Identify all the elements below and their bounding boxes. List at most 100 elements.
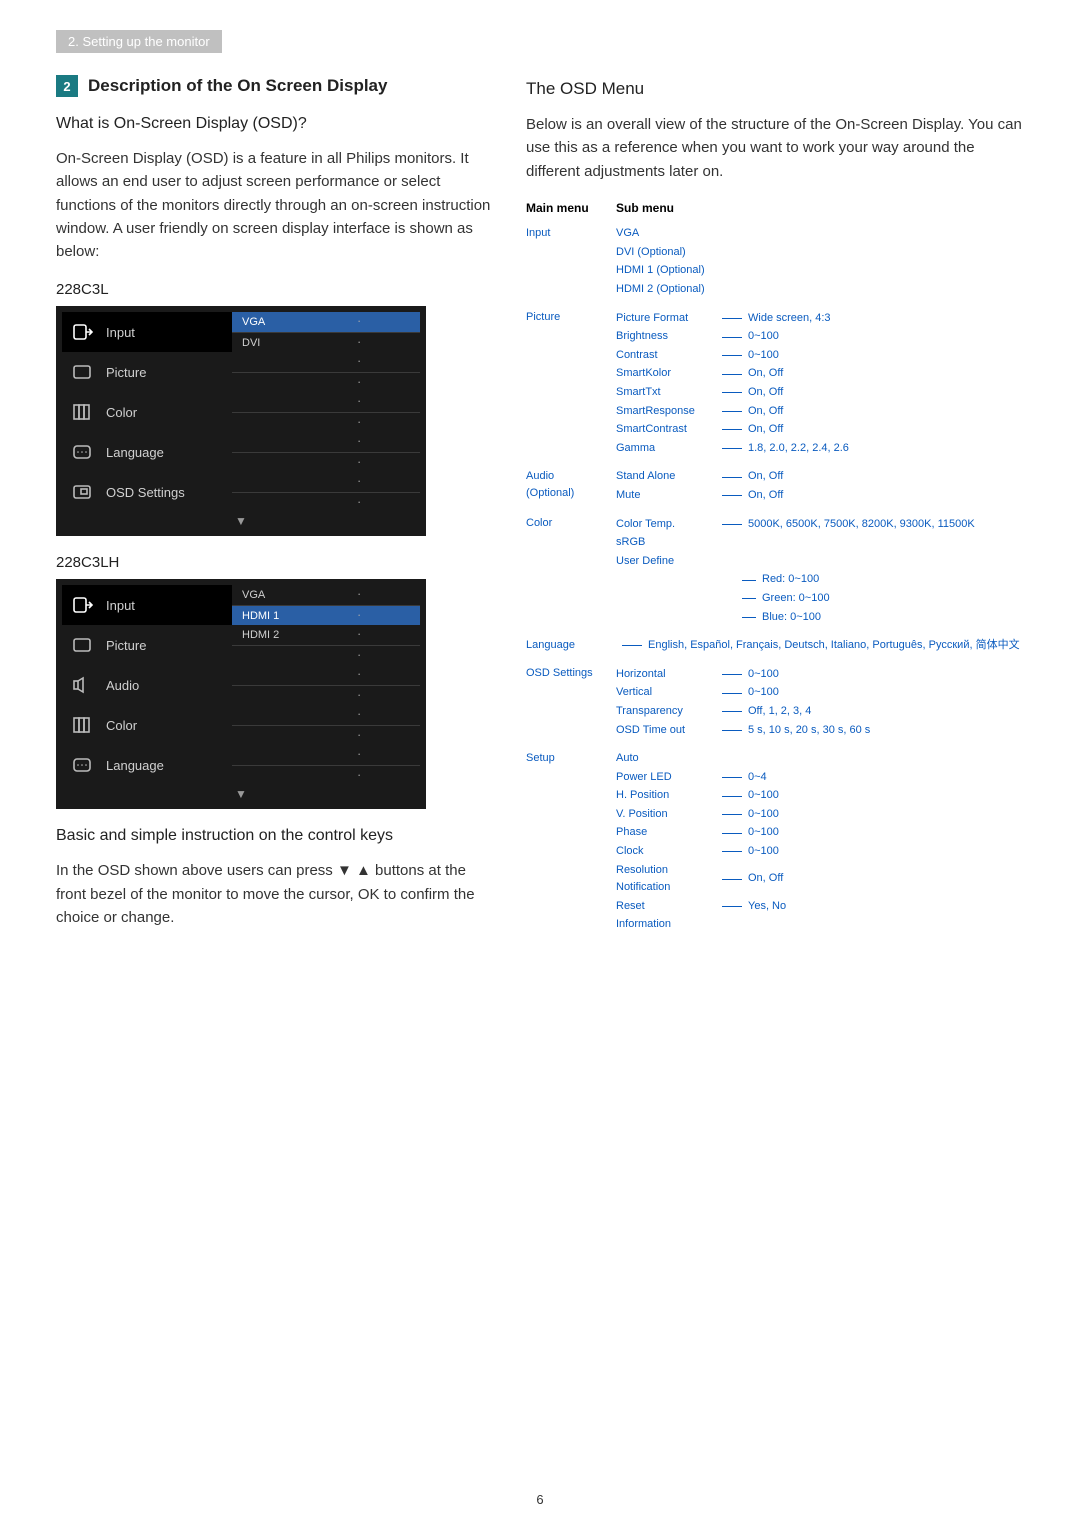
- osd-submenu-item: DVI: [232, 333, 420, 353]
- tree-group: SetupAutoPower LED0~4H. Position0~100V. …: [526, 750, 1024, 935]
- tree-sub-row: DVI (Optional): [616, 243, 1024, 262]
- osd-menu-item: Color: [62, 392, 232, 432]
- down-arrow-icon: ▼: [337, 862, 352, 879]
- osd-menu-label: OSD Settings: [106, 485, 185, 500]
- tree-sub-label: Gamma: [616, 440, 716, 458]
- tree-sub-text: English, Español, Français, Deutsch, Ita…: [616, 637, 1024, 656]
- tree-sub-row: Phase0~100: [616, 824, 1024, 843]
- tree-sub-value: 0~100: [748, 328, 779, 346]
- basic-instruction-heading: Basic and simple instruction on the cont…: [56, 827, 496, 845]
- osd-submenu-item: [232, 665, 420, 686]
- tree-group: ColorColor Temp.5000K, 6500K, 7500K, 820…: [526, 515, 1024, 627]
- tree-sub-row: Horizontal0~100: [616, 665, 1024, 684]
- osd-menu-item: OSD Settings: [62, 472, 232, 512]
- tree-sub-label: OSD Time out: [616, 722, 716, 740]
- tree-sub-label: DVI (Optional): [616, 244, 716, 262]
- tree-sub-row: Clock 0~100: [616, 843, 1024, 862]
- tree-sub-row: Vertical0~100: [616, 684, 1024, 703]
- tree-nested-row: Red: 0~100: [616, 571, 1024, 590]
- up-arrow-icon: ▲: [356, 862, 371, 879]
- tree-sub-value: On, Off: [748, 487, 783, 505]
- tree-sub-label: SmartResponse: [616, 403, 716, 421]
- tree-sub-label: Clock: [616, 843, 716, 861]
- tree-sub-row: User Define: [616, 552, 1024, 571]
- tree-sub-label: HDMI 2 (Optional): [616, 281, 716, 299]
- osd-submenu-item: [232, 705, 420, 726]
- osd-menu-row: InputVGAHDMI 1: [62, 585, 420, 625]
- osd-menu-row: Picture: [62, 352, 420, 392]
- input-icon: [68, 318, 96, 346]
- osd-submenu-item: HDMI 2: [232, 625, 420, 646]
- osd-submenu-item: VGA: [232, 585, 420, 606]
- audio-icon: [68, 671, 96, 699]
- tree-sub-row: Resolution Notification On, Off: [616, 861, 1024, 897]
- tree-sub-value: 0~100: [748, 347, 779, 365]
- tree-main-label: Input: [526, 225, 616, 243]
- osd-menu-item: Language: [62, 745, 232, 785]
- tree-sub-label: Auto: [616, 750, 716, 768]
- osd-submenu-item: [232, 432, 420, 453]
- tree-sub-value: On, Off: [748, 468, 783, 486]
- tree-sub-label: Picture Format: [616, 310, 716, 328]
- osd-menu-label: Color: [106, 718, 137, 733]
- tree-sub-value: 0~100: [748, 843, 779, 861]
- osd-tree: InputVGADVI (Optional)HDMI 1 (Optional)H…: [526, 225, 1024, 935]
- osd-icon: [68, 478, 96, 506]
- tree-sub-label: Resolution Notification: [616, 862, 716, 897]
- osd-menu-item: Picture: [62, 625, 232, 665]
- osd-menu-body: Below is an overall view of the structur…: [526, 113, 1024, 183]
- tree-sub-label: VGA: [616, 225, 716, 243]
- osd-menu-heading: The OSD Menu: [526, 79, 1024, 99]
- tree-sub-value: 0~100: [748, 684, 779, 702]
- tree-sub-label: Transparency: [616, 703, 716, 721]
- input-icon: [68, 591, 96, 619]
- osd-menu-item: Color: [62, 705, 232, 745]
- osd-submenu-item: [232, 686, 420, 706]
- tree-sub-row: HDMI 2 (Optional): [616, 281, 1024, 300]
- basic-instruction-body: In the OSD shown above users can press ▼…: [56, 859, 496, 929]
- picture-icon: [68, 358, 96, 386]
- tree-sub-value: On, Off: [748, 403, 783, 421]
- osd-submenu-item: [232, 726, 420, 746]
- tree-sub-label: sRGB: [616, 534, 716, 552]
- tree-sub-row: OSD Time out5 s, 10 s, 20 s, 30 s, 60 s: [616, 721, 1024, 740]
- tree-group: OSD SettingsHorizontal0~100Vertical0~100…: [526, 665, 1024, 739]
- osd-submenu-item: [232, 493, 420, 513]
- tree-sub-value: Off, 1, 2, 3, 4: [748, 703, 811, 721]
- tree-sub-label: Horizontal: [616, 666, 716, 684]
- osd-menu-label: Input: [106, 598, 135, 613]
- language-icon: [68, 751, 96, 779]
- osd-menu-item: Input: [62, 312, 232, 352]
- tree-sub-value: On, Off: [748, 870, 783, 888]
- tree-sub-row: SmartResponse On, Off: [616, 402, 1024, 421]
- osd-menu-row: Language: [62, 432, 420, 472]
- section-number-badge: 2: [56, 75, 78, 97]
- tree-sub-row: SmartContrast On, Off: [616, 421, 1024, 440]
- tree-sub-row: sRGB: [616, 534, 1024, 553]
- tree-group: InputVGADVI (Optional)HDMI 1 (Optional)H…: [526, 225, 1024, 299]
- osd-menu-row: Color: [62, 392, 420, 432]
- tree-nested-row: Green: 0~100: [616, 589, 1024, 608]
- tree-sub-label: Mute: [616, 487, 716, 505]
- tree-main-label: Language: [526, 637, 616, 655]
- tree-sub-label: SmartContrast: [616, 421, 716, 439]
- tree-group: PicturePicture FormatWide screen, 4:3Bri…: [526, 309, 1024, 458]
- tree-sub-value: 5000K, 6500K, 7500K, 8200K, 9300K, 11500…: [748, 516, 975, 534]
- tree-main-sublabel: (Optional): [526, 485, 616, 503]
- tree-sub-value: On, Off: [748, 421, 783, 439]
- osd-menu-row: Picture HDMI 2: [62, 625, 420, 665]
- tree-sub-row: Gamma1.8, 2.0, 2.2, 2.4, 2.6: [616, 439, 1024, 458]
- osd-menu-label: Picture: [106, 638, 146, 653]
- tree-sub-label: Information: [616, 916, 716, 934]
- osd-menu-item: Input: [62, 585, 232, 625]
- tree-sub-label: Contrast: [616, 347, 716, 365]
- tree-group: LanguageEnglish, Español, Français, Deut…: [526, 637, 1024, 656]
- osd-submenu-item: [232, 745, 420, 766]
- osd-menu-item: Language: [62, 432, 232, 472]
- tree-sub-label: Phase: [616, 824, 716, 842]
- tree-sub-label: User Define: [616, 553, 716, 571]
- tree-sub-row: Information: [616, 916, 1024, 935]
- osd-menu-label: Language: [106, 445, 164, 460]
- osd-menu-label: Input: [106, 325, 135, 340]
- tree-sub-row: H. Position0~100: [616, 787, 1024, 806]
